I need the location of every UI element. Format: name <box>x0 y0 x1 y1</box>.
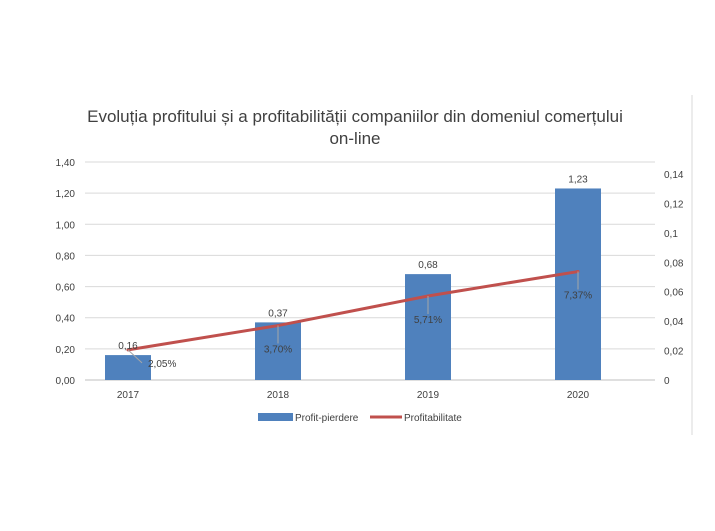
right-axis-tick-label: 0,02 <box>664 347 684 358</box>
legend: Profit-pierdere Profitabilitate <box>258 413 462 424</box>
right-axis-tick-label: 0,14 <box>664 170 684 181</box>
right-axis-tick-label: 0 <box>664 376 670 387</box>
left-axis-tick-label: 0,40 <box>56 314 76 325</box>
bar-2019 <box>405 274 451 380</box>
x-axis-tick-label: 2017 <box>117 390 140 401</box>
legend-swatch-bar <box>258 413 293 421</box>
bar-data-label: 0,16 <box>118 341 138 352</box>
right-axis-tick-label: 0,1 <box>664 229 678 240</box>
bar-data-label: 0,68 <box>418 260 438 271</box>
right-axis-tick-label: 0,04 <box>664 317 684 328</box>
bar-2017 <box>105 355 151 380</box>
chart-title-line1: Evoluția profitului și a profitabilități… <box>87 107 623 126</box>
bar-data-label: 1,23 <box>568 174 588 185</box>
x-axis-tick-label: 2019 <box>417 390 440 401</box>
left-axis-tick-label: 1,40 <box>56 158 76 169</box>
chart-title-line2: on-line <box>329 129 380 148</box>
right-axis-tick-label: 0,08 <box>664 258 684 269</box>
left-axis-tick-label: 0,60 <box>56 283 76 294</box>
left-axis-tick-label: 1,20 <box>56 189 76 200</box>
bar-data-label: 0,37 <box>268 308 288 319</box>
left-axis-tick-label: 1,00 <box>56 220 76 231</box>
legend-label-line: Profitabilitate <box>404 413 462 424</box>
right-axis-tick-label: 0,12 <box>664 199 684 210</box>
x-axis-tick-label: 2020 <box>567 390 590 401</box>
left-axis-tick-label: 0,00 <box>56 376 76 387</box>
x-axis-tick-label: 2018 <box>267 390 290 401</box>
line-data-label: 3,70% <box>264 345 292 356</box>
leader-line <box>127 349 143 364</box>
profitabilitate-line <box>127 270 579 352</box>
left-axis-tick-label: 0,80 <box>56 251 76 262</box>
line-data-label: 5,71% <box>414 315 442 326</box>
left-axis-tick-label: 0,20 <box>56 345 76 356</box>
line-data-label: 2,05% <box>148 359 176 370</box>
right-axis-tick-label: 0,06 <box>664 288 684 299</box>
line-data-label: 7,37% <box>564 291 592 302</box>
legend-label-bar: Profit-pierdere <box>295 413 359 424</box>
